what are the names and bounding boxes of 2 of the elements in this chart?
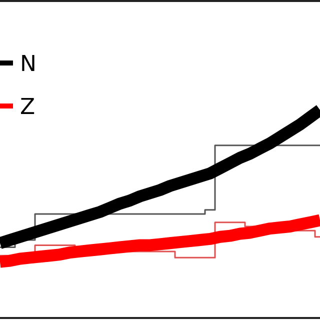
legend-label: N [20,52,36,77]
legend-label: Z [20,95,36,120]
